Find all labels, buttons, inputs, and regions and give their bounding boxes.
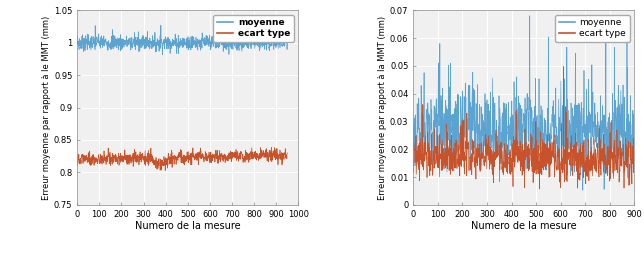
Legend: moyenne, ecart type: moyenne, ecart type xyxy=(213,15,294,42)
Y-axis label: Erreur moyenne par rapport à la MMT (mm): Erreur moyenne par rapport à la MMT (mm) xyxy=(378,15,387,200)
Y-axis label: Erreur moyenne par rapport à le MMT (mm): Erreur moyenne par rapport à le MMT (mm) xyxy=(42,15,51,200)
X-axis label: Numero de la mesure: Numero de la mesure xyxy=(135,221,241,231)
Legend: moyenne, ecart type: moyenne, ecart type xyxy=(555,15,630,42)
X-axis label: Numero de la mesure: Numero de la mesure xyxy=(471,221,576,231)
